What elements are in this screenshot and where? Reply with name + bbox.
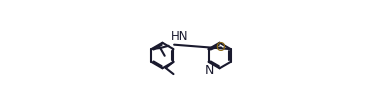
Text: HN: HN (171, 30, 189, 43)
Text: N: N (205, 64, 214, 77)
Text: O: O (215, 41, 225, 54)
